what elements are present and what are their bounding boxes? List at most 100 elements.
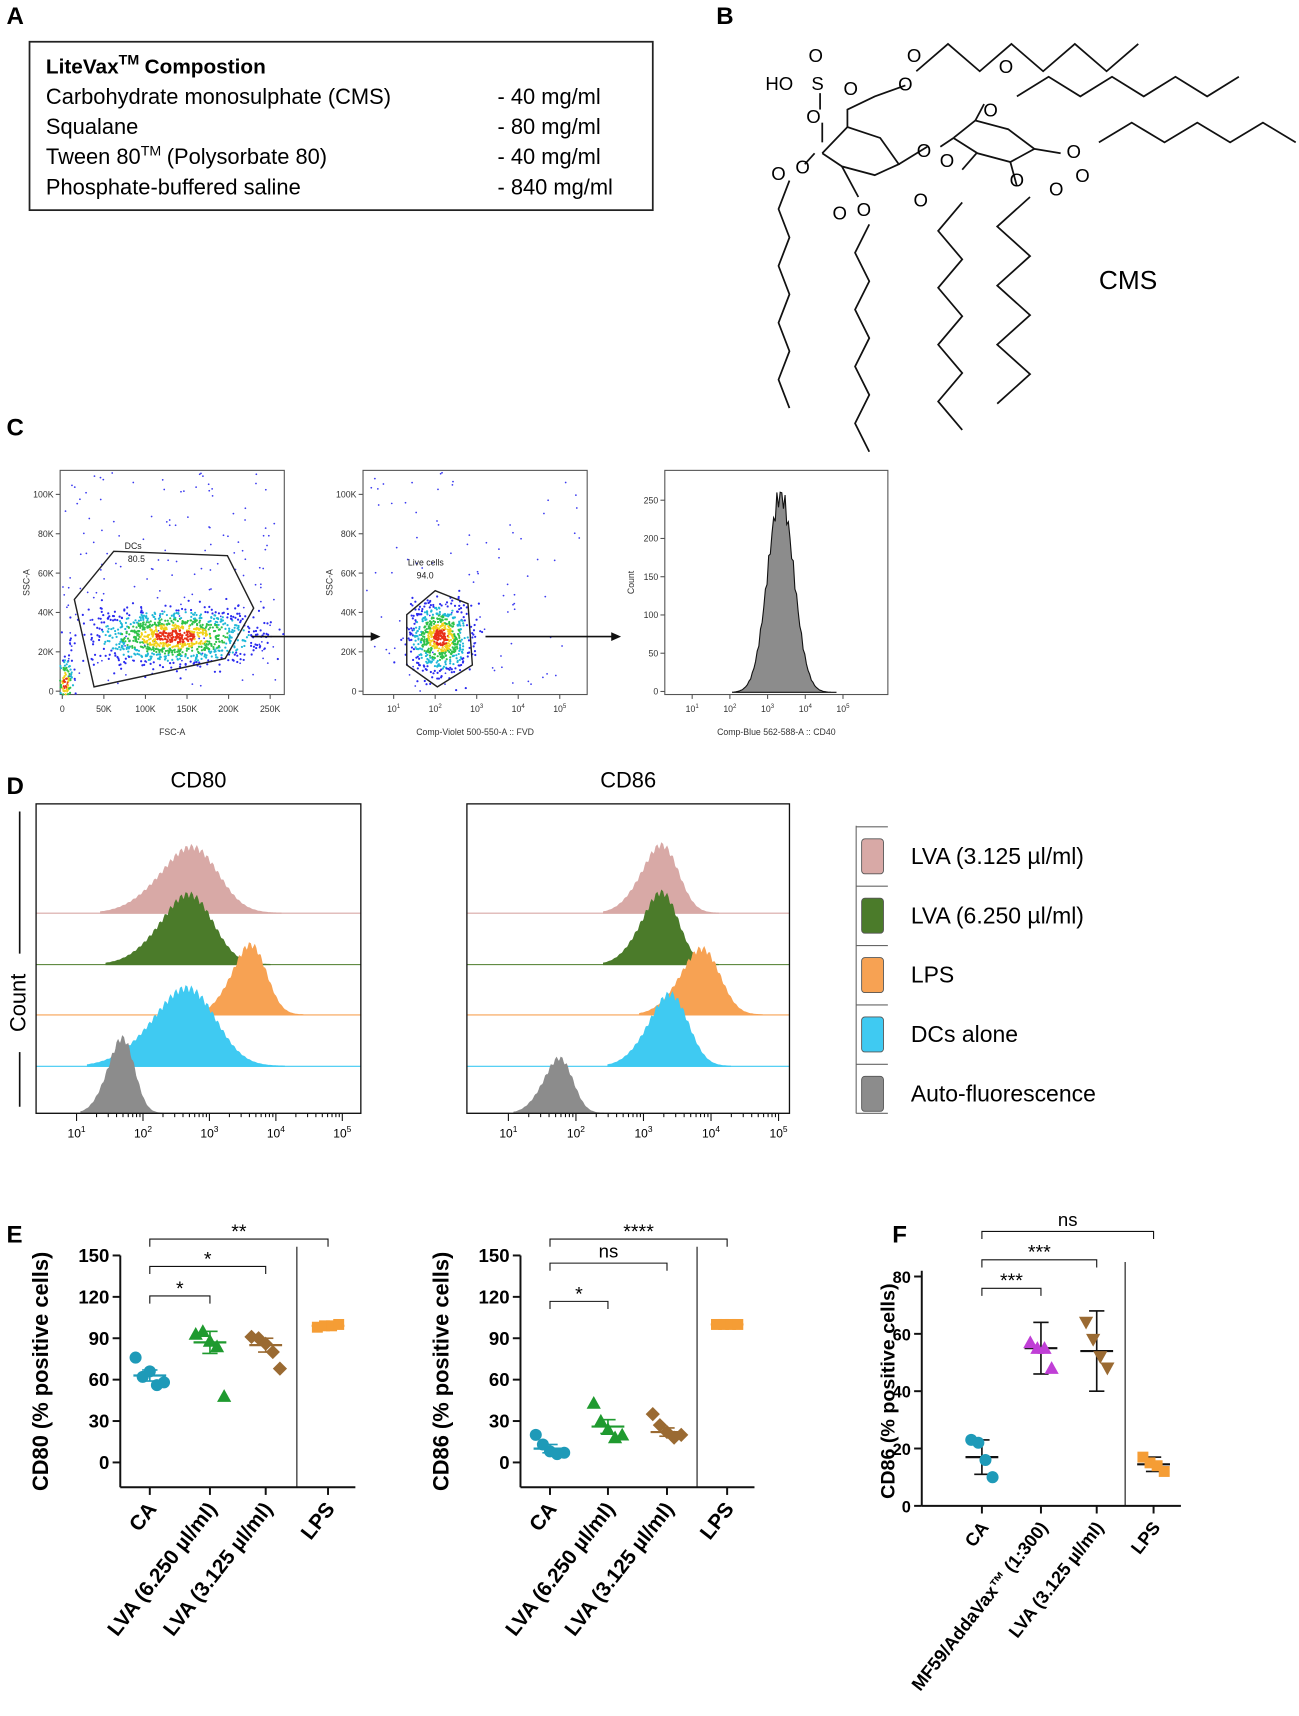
atom-label: O [806,106,820,127]
event-dot [224,646,227,649]
tick-label: 0 [352,686,357,696]
event-dot [172,621,175,624]
event-dot [76,502,79,505]
event-dot [176,657,179,661]
event-dot [119,565,122,568]
data-point [158,1376,171,1389]
event-dot [502,594,505,597]
event-dot [167,633,170,636]
event-dot [443,626,446,629]
event-dot [157,635,160,638]
event-dot [170,651,174,654]
event-dot [193,617,197,620]
event-dot [224,622,227,625]
event-dot [151,614,154,617]
data-point [645,1407,660,1422]
event-dot [184,662,187,666]
event-dot [242,606,245,609]
event-dot [165,520,168,523]
tick-label: 250K [260,704,281,714]
data-point [732,1318,744,1330]
event-dot [139,622,142,625]
event-dot [433,653,436,656]
event-dot [136,640,139,644]
event-dot [198,621,201,624]
event-dot [239,652,242,656]
event-dot [199,665,202,668]
event-dot [187,630,190,633]
event-dot [255,482,257,485]
event-dot [153,638,156,641]
event-dot [213,650,216,653]
event-dot [155,635,158,638]
event-dot [215,626,218,629]
event-dot [209,626,212,629]
title-rest: Compostion [145,55,266,78]
event-dot [228,634,231,637]
event-dot [127,650,130,653]
event-dot [145,641,148,644]
event-dot [449,638,453,642]
event-dot [128,639,131,642]
row-amount: - 40 mg/ml [498,84,601,109]
event-dot [417,642,420,646]
event-dot [213,670,216,673]
event-dot [63,659,67,662]
event-dot [448,644,451,648]
event-dot [409,633,412,636]
event-dot [411,604,414,607]
legend-swatch [861,1016,884,1053]
event-dot [120,644,123,647]
panel-label: C [7,414,24,441]
event-dot [437,614,440,617]
event-dot [211,494,214,497]
event-dot [447,613,450,616]
event-dot [152,633,155,637]
event-dot [125,635,127,638]
event-dot [130,655,133,658]
data-point [615,1427,630,1441]
event-dot [100,607,103,610]
event-dot [233,645,236,648]
event-dot [259,583,262,586]
tick-label-sup: 4 [521,703,525,710]
tick-label-base: 10 [429,704,439,714]
event-dot [438,632,442,635]
event-dot [423,602,427,605]
event-dot [164,635,167,638]
event-dot [154,626,157,629]
event-dot [179,677,182,680]
event-dot [197,645,201,648]
event-dot [221,619,224,622]
event-dot [252,645,256,648]
event-dot [93,475,96,478]
event-dot [433,640,436,643]
event-dot [152,661,155,664]
panel-label: B [716,3,733,30]
event-dot [453,604,457,607]
event-dot [421,643,425,646]
event-dot [157,621,160,624]
event-dot [432,603,435,607]
event-dot [220,656,223,659]
plot-frame [35,803,362,1114]
row-name: Phosphate-buffered saline [46,174,301,199]
event-dot [457,628,460,631]
event-dot [92,663,95,666]
event-dot [203,653,207,656]
name-rest: (Polysorbate 80) [167,144,327,169]
event-dot [114,647,117,650]
event-dot [111,647,114,650]
event-dot [414,685,417,687]
x-tick-label: LVA (3.125 µl/ml) [560,1498,678,1640]
event-dot [169,639,172,642]
event-dot [198,661,201,664]
event-dot [433,643,436,646]
event-dot [173,649,176,652]
event-dot [161,610,163,612]
event-dot [59,667,63,670]
event-dot [167,559,170,562]
event-dot [414,639,417,642]
event-dot [208,634,212,638]
event-dot [172,635,175,639]
